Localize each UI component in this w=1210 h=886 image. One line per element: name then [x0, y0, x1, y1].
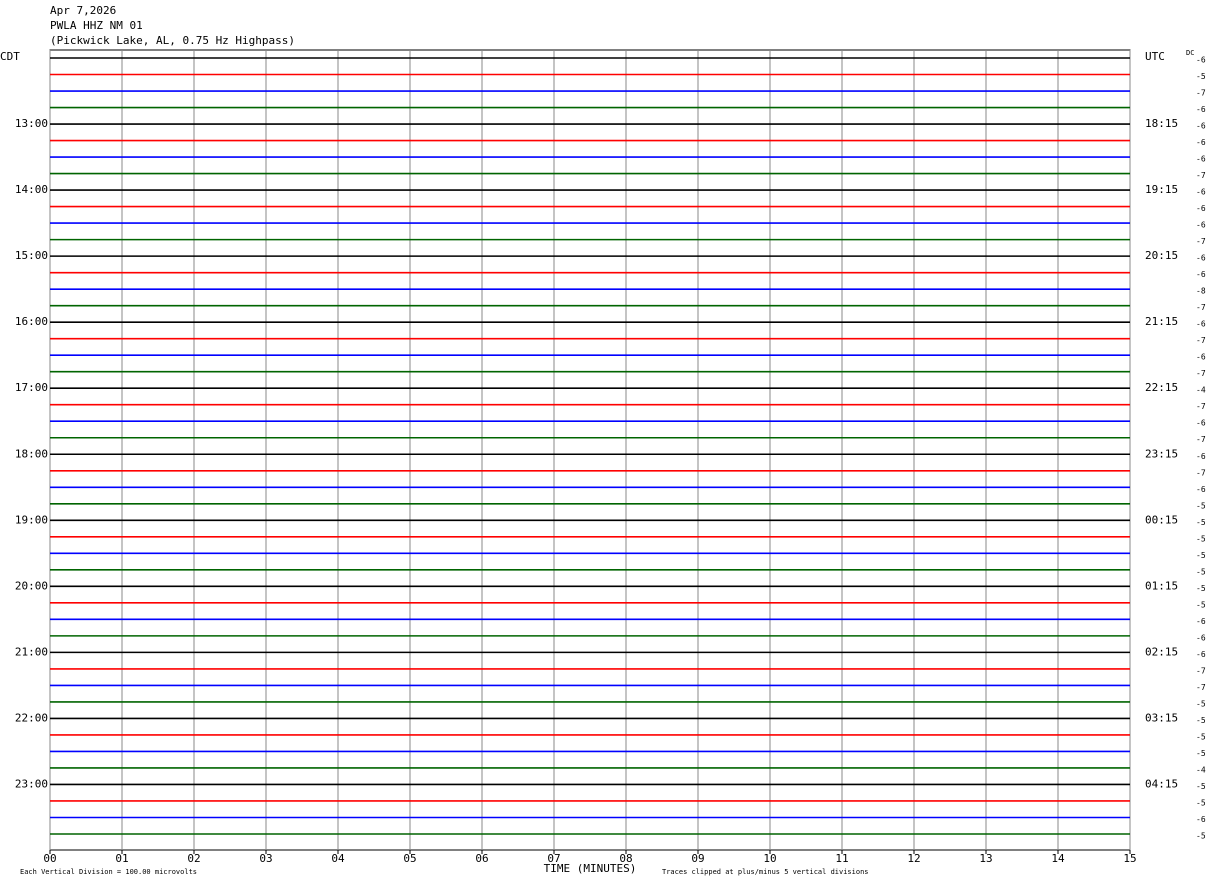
dc-offset-label: -7	[1196, 468, 1206, 477]
dc-offset-label: -6	[1196, 188, 1206, 197]
right-time-label: 01:15	[1145, 579, 1178, 592]
dc-offset-label: -5	[1196, 518, 1206, 527]
x-tick-label: 03	[259, 852, 272, 865]
x-tick-label: 00	[43, 852, 56, 865]
x-tick-label: 13	[979, 852, 992, 865]
x-tick-label: 09	[691, 852, 704, 865]
x-tick-label: 02	[187, 852, 200, 865]
left-time-label: 23:00	[15, 777, 48, 790]
dc-offset-label: -6	[1196, 138, 1206, 147]
plot-frame	[49, 49, 1131, 851]
x-tick-label: 01	[115, 852, 128, 865]
dc-offset-label: -7	[1196, 171, 1206, 180]
right-axis-title: UTC	[1145, 50, 1165, 63]
dc-offset-label: -6	[1196, 320, 1206, 329]
dc-offset-label: -6	[1196, 650, 1206, 659]
dc-title: DC	[1186, 49, 1194, 57]
dc-offset-label: -5	[1196, 501, 1206, 510]
left-time-label: 13:00	[15, 117, 48, 130]
dc-offset-label: -7	[1196, 303, 1206, 312]
dc-offset-label: -7	[1196, 402, 1206, 411]
dc-offset-label: -5	[1196, 716, 1206, 725]
left-time-label: 17:00	[15, 381, 48, 394]
x-tick-label: 04	[331, 852, 345, 865]
dc-offset-label: -6	[1196, 485, 1206, 494]
dc-offset-label: -6	[1196, 155, 1206, 164]
dc-offset-label: -6	[1196, 105, 1206, 114]
scale-note: Each Vertical Division = 100.00 microvol…	[20, 868, 197, 876]
left-time-label: 21:00	[15, 645, 48, 658]
dc-offset-label: -7	[1196, 369, 1206, 378]
dc-offset-label: -6	[1196, 254, 1206, 263]
title-line: (Pickwick Lake, AL, 0.75 Hz Highpass)	[50, 34, 295, 47]
x-tick-label: 05	[403, 852, 416, 865]
right-time-label: 03:15	[1145, 711, 1178, 724]
dc-offset-label: -5	[1196, 600, 1206, 609]
dc-offset-label: -5	[1196, 534, 1206, 543]
dc-offset-label: -5	[1196, 72, 1206, 81]
left-time-label: 22:00	[15, 711, 48, 724]
dc-offset-label: -7	[1196, 237, 1206, 246]
dc-offset-label: -6	[1196, 204, 1206, 213]
x-tick-label: 08	[619, 852, 632, 865]
dc-offset-label: -5	[1196, 551, 1206, 560]
dc-offset-label: -5	[1196, 798, 1206, 807]
x-axis-label: TIME (MINUTES)	[544, 862, 637, 875]
x-tick-label: 10	[763, 852, 776, 865]
left-time-label: 15:00	[15, 249, 48, 262]
title-line: PWLA HHZ NM 01	[50, 19, 143, 32]
dc-offset-label: -6	[1196, 56, 1206, 65]
dc-offset-label: -6	[1196, 221, 1206, 230]
x-tick-label: 06	[475, 852, 488, 865]
right-time-label: 18:15	[1145, 117, 1178, 130]
dc-offset-label: -5	[1196, 699, 1206, 708]
dc-offset-label: -5	[1196, 584, 1206, 593]
dc-offset-label: -6	[1196, 452, 1206, 461]
dc-offset-label: -8	[1196, 287, 1206, 296]
left-time-label: 19:00	[15, 513, 48, 526]
x-tick-label: 14	[1051, 852, 1065, 865]
x-tick-label: 12	[907, 852, 920, 865]
dc-offset-label: -7	[1196, 666, 1206, 675]
dc-offset-label: -4	[1196, 765, 1206, 774]
dc-offset-label: -6	[1196, 633, 1206, 642]
dc-offset-label: -6	[1196, 617, 1206, 626]
dc-offset-label: -5	[1196, 749, 1206, 758]
dc-offset-label: -6	[1196, 419, 1206, 428]
dc-offset-label: -7	[1196, 89, 1206, 98]
dc-offset-label: -5	[1196, 782, 1206, 791]
left-axis-title: CDT	[0, 50, 20, 63]
right-time-label: 19:15	[1145, 183, 1178, 196]
x-tick-label: 15	[1123, 852, 1136, 865]
right-time-label: 21:15	[1145, 315, 1178, 328]
dc-offset-label: -5	[1196, 832, 1206, 841]
dc-offset-label: -7	[1196, 336, 1206, 345]
dc-offset-label: -6	[1196, 353, 1206, 362]
dc-offset-label: -6	[1196, 122, 1206, 131]
left-time-label: 16:00	[15, 315, 48, 328]
left-time-label: 20:00	[15, 579, 48, 592]
right-time-label: 04:15	[1145, 777, 1178, 790]
right-time-label: 23:15	[1145, 447, 1178, 460]
dc-offset-label: -6	[1196, 815, 1206, 824]
dc-offset-label: -4	[1196, 386, 1206, 395]
right-time-label: 00:15	[1145, 513, 1178, 526]
title-line: Apr 7,2026	[50, 4, 116, 17]
left-time-label: 18:00	[15, 447, 48, 460]
dc-offset-label: -5	[1196, 732, 1206, 741]
clip-note: Traces clipped at plus/minus 5 vertical …	[662, 868, 869, 876]
dc-offset-label: -6	[1196, 270, 1206, 279]
x-tick-label: 11	[835, 852, 848, 865]
left-time-label: 14:00	[15, 183, 48, 196]
right-time-label: 02:15	[1145, 645, 1178, 658]
x-tick-label: 07	[547, 852, 560, 865]
right-time-label: 22:15	[1145, 381, 1178, 394]
dc-offset-label: -7	[1196, 683, 1206, 692]
dc-offset-label: -5	[1196, 567, 1206, 576]
right-time-label: 20:15	[1145, 249, 1178, 262]
dc-offset-label: -7	[1196, 435, 1206, 444]
